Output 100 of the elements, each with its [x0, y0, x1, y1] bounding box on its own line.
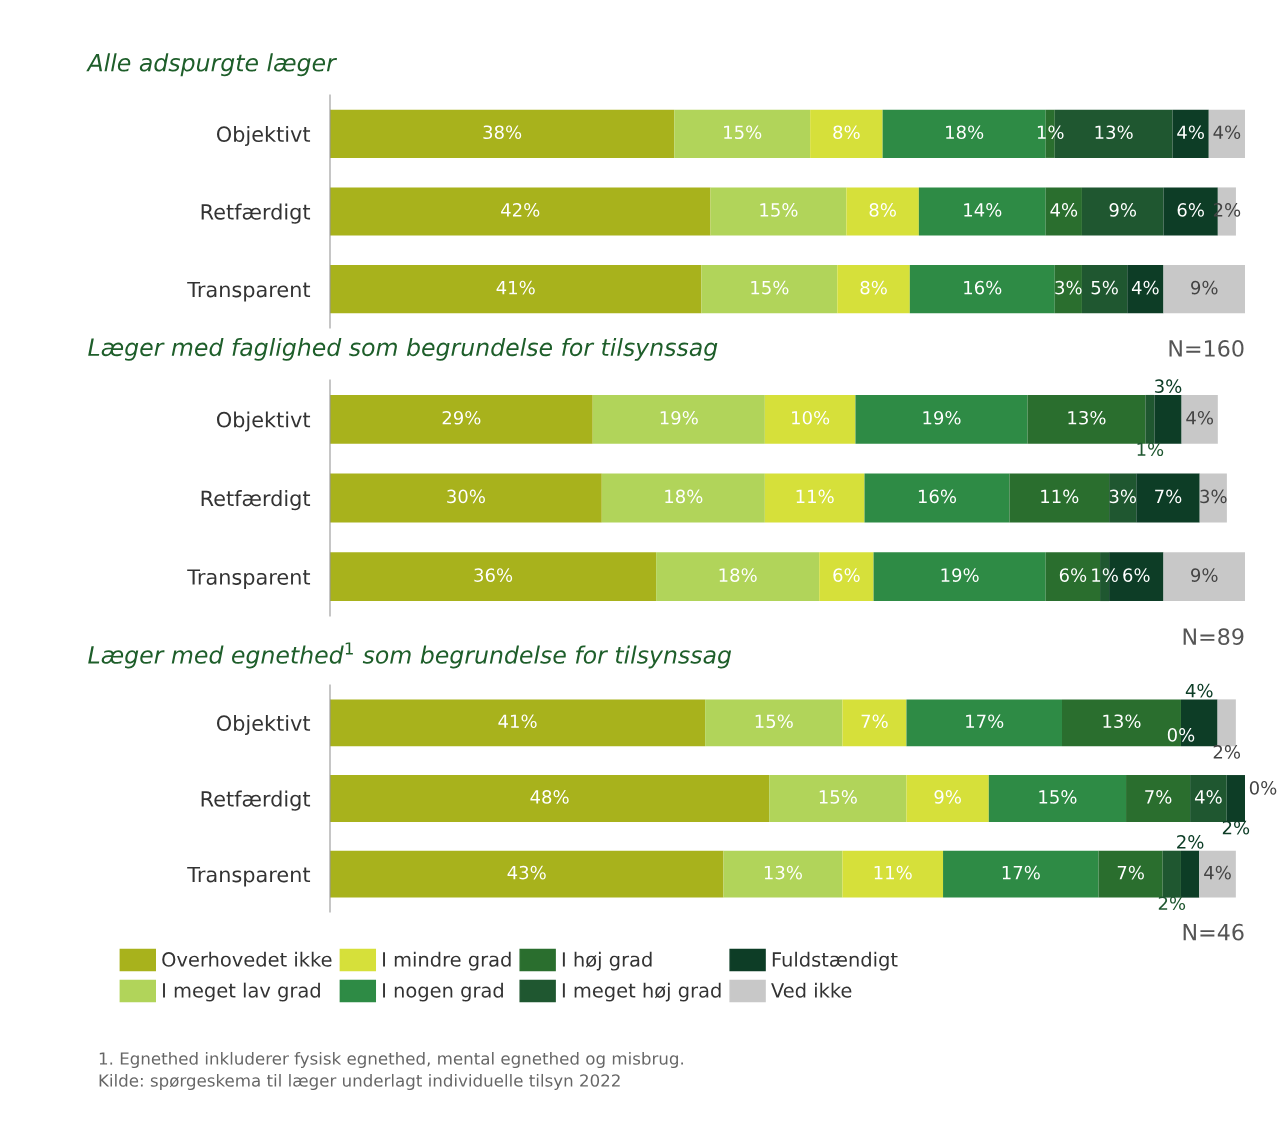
data-label: 16% [964, 280, 1002, 295]
bar [710, 187, 847, 236]
bar [1190, 775, 1227, 822]
text: N=46 [1183, 923, 1244, 941]
bar [1126, 775, 1191, 822]
bar [723, 850, 843, 898]
bar [1226, 775, 1245, 822]
data-label: 42% [501, 203, 540, 217]
y-tick-label: Retfærdigt [201, 790, 311, 811]
bar [330, 109, 675, 158]
bar [1208, 109, 1245, 158]
data-label: 8% [833, 125, 860, 140]
bar [705, 699, 843, 747]
y-tick-label: Objektivt [216, 411, 311, 432]
data-label: 4% [1131, 280, 1159, 295]
legend-label: Fuldstændigt [772, 951, 898, 971]
bar [909, 265, 1055, 314]
data-label: 19% [660, 410, 698, 425]
data-label: 14% [964, 203, 1002, 217]
data-label: 18% [946, 125, 984, 140]
text: N=160 [1169, 340, 1244, 357]
bar [906, 699, 1062, 747]
data-label: 41% [496, 280, 535, 295]
bar [1136, 473, 1200, 523]
data-label: 15% [1039, 790, 1077, 804]
legend-label: I høj grad [562, 951, 652, 971]
data-label: 9% [1109, 203, 1137, 217]
data-label: 15% [724, 125, 762, 140]
bar [656, 552, 820, 602]
data-label: 3% [1200, 489, 1227, 504]
data-label: 15% [751, 280, 789, 295]
data-label: 9% [934, 790, 961, 804]
bar [842, 699, 907, 747]
bar [330, 473, 602, 523]
bar [864, 473, 1010, 523]
data-label: 0% [1167, 728, 1195, 742]
bar [701, 265, 838, 314]
legend-label: Ved ikke [771, 982, 852, 998]
bar [1180, 850, 1200, 898]
bar [1145, 394, 1155, 444]
y-tick-label: Transparent [187, 569, 311, 589]
data-label: 30% [447, 489, 485, 504]
data-label: 11% [874, 865, 912, 880]
bar [1081, 265, 1128, 314]
data-label: 2% [1158, 896, 1186, 911]
legend-label: I mindre grad [383, 951, 511, 971]
data-label: 11% [1041, 489, 1079, 504]
bar [1081, 187, 1164, 236]
bar [764, 473, 865, 523]
data-label: 11% [796, 489, 834, 504]
data-label: 17% [966, 714, 1004, 729]
bar [943, 850, 1099, 898]
data-label: 1% [1092, 568, 1118, 582]
text: N=89 [1183, 628, 1244, 645]
data-label: 3% [1109, 489, 1137, 504]
data-label: 4% [1186, 410, 1214, 425]
bar [842, 850, 944, 898]
data-label: 3% [1155, 379, 1182, 394]
bar [855, 394, 1028, 444]
data-label: 38% [483, 125, 522, 140]
data-label: 13% [1095, 125, 1133, 140]
bar [846, 187, 919, 236]
data-label: 4% [1185, 683, 1213, 698]
legend-label: Overhovedet ikke [162, 951, 332, 967]
data-label: 4% [1194, 790, 1222, 804]
data-label: 5% [1091, 280, 1118, 295]
data-label: 7% [1117, 865, 1144, 880]
bar [1054, 265, 1082, 314]
bar [1163, 265, 1245, 314]
bar [918, 187, 1046, 236]
data-label: 36% [474, 568, 513, 582]
data-label: 10% [792, 410, 830, 425]
bar [330, 394, 593, 444]
bar [1027, 394, 1146, 444]
data-label: 29% [442, 410, 481, 425]
data-label: 2% [1213, 745, 1241, 759]
data-label: 18% [719, 568, 757, 582]
bar [873, 552, 1046, 602]
data-label: 0% [1249, 781, 1277, 795]
data-label: 9% [1191, 280, 1218, 295]
data-label: 19% [941, 568, 979, 582]
data-label: 8% [869, 203, 896, 217]
bar [988, 775, 1127, 822]
data-label: 2% [1222, 820, 1250, 835]
data-label: 9% [1191, 568, 1218, 582]
bar [1009, 473, 1110, 523]
data-label: 6% [1177, 203, 1204, 217]
data-label: 1% [1037, 125, 1064, 140]
bar [1217, 699, 1236, 747]
y-tick-label: Objektivt [216, 714, 311, 736]
bar [601, 473, 765, 523]
y-tick-label: Retfærdigt [201, 203, 311, 224]
bar [1163, 552, 1245, 602]
bar [1098, 850, 1163, 898]
data-label: 1% [1137, 442, 1164, 457]
data-label: 17% [1002, 865, 1040, 880]
y-tick-label: Transparent [187, 866, 311, 887]
bar [1181, 394, 1218, 444]
bar [1199, 473, 1227, 523]
data-label: 16% [918, 489, 957, 504]
